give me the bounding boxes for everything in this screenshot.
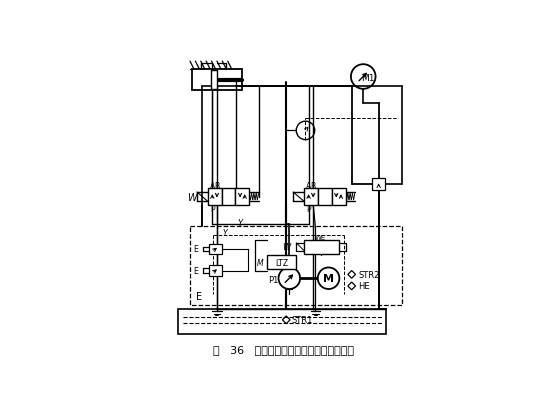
Bar <box>222 189 235 206</box>
Bar <box>267 255 296 269</box>
Text: B: B <box>214 181 219 190</box>
Text: E: E <box>193 266 198 275</box>
Text: M1: M1 <box>361 73 375 83</box>
Bar <box>304 189 318 206</box>
Bar <box>190 226 402 306</box>
Text: M: M <box>257 258 263 267</box>
Circle shape <box>279 268 300 289</box>
Bar <box>178 309 386 334</box>
Text: W: W <box>187 192 197 202</box>
Text: WE: WE <box>315 234 326 240</box>
Bar <box>208 189 222 206</box>
Text: T: T <box>311 204 315 213</box>
Text: P1: P1 <box>268 275 279 285</box>
Bar <box>209 244 222 255</box>
Text: M: M <box>323 273 334 284</box>
Text: T: T <box>214 204 219 213</box>
Text: E: E <box>196 291 202 301</box>
Bar <box>304 240 338 254</box>
Bar <box>192 70 242 91</box>
Text: LTZ: LTZ <box>275 258 288 267</box>
Circle shape <box>318 268 340 289</box>
Text: Y: Y <box>238 219 243 228</box>
Bar <box>372 179 385 191</box>
Text: A: A <box>306 181 311 190</box>
Text: HE: HE <box>358 282 370 291</box>
Text: STR2: STR2 <box>358 270 380 279</box>
Bar <box>332 189 346 206</box>
Bar <box>209 265 222 276</box>
Text: P: P <box>306 204 311 213</box>
Text: A: A <box>210 181 215 190</box>
Text: B: B <box>311 181 316 190</box>
Bar <box>318 189 332 206</box>
Text: P: P <box>210 204 214 213</box>
Text: W: W <box>282 243 290 251</box>
Text: 图   36   变量泵系统的注塑机液压原理简图: 图 36 变量泵系统的注塑机液压原理简图 <box>213 344 355 354</box>
Text: E: E <box>193 245 198 254</box>
Bar <box>211 71 217 89</box>
Text: STR1: STR1 <box>291 316 313 324</box>
Bar <box>235 189 249 206</box>
Text: Y: Y <box>222 228 227 237</box>
